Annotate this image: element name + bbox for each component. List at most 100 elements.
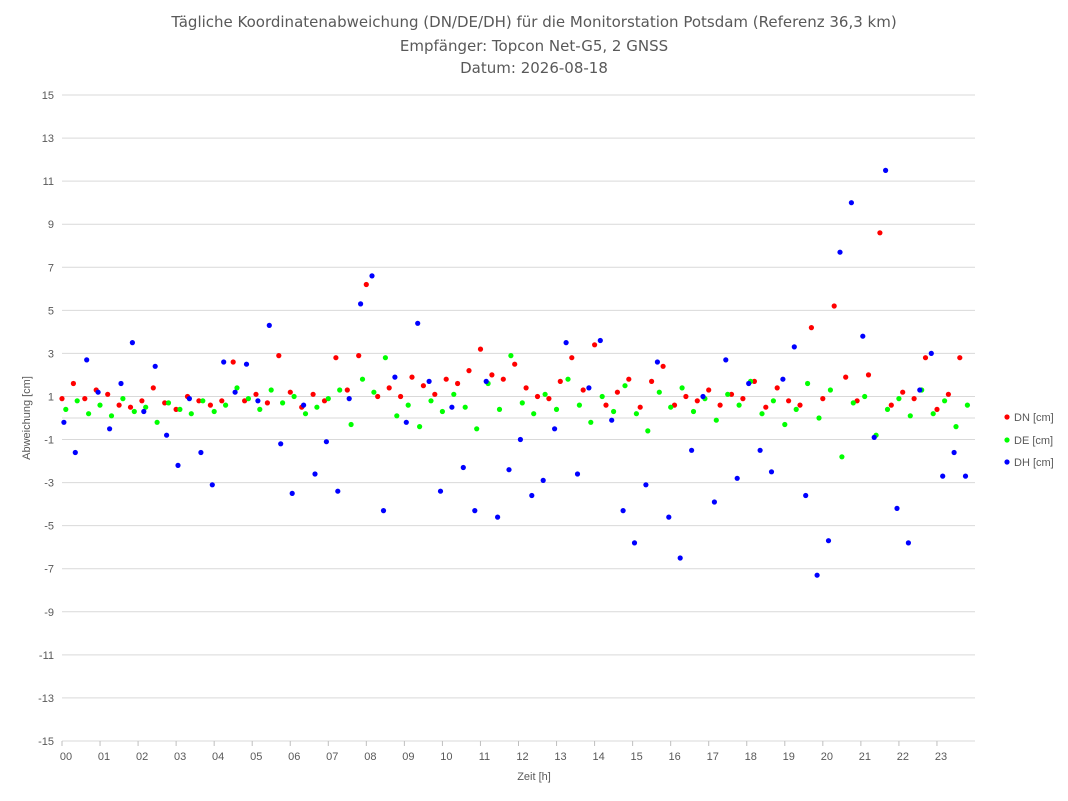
data-point	[940, 473, 946, 479]
data-point	[462, 404, 468, 410]
data-point	[394, 413, 400, 419]
y-axis-title: Abweichung [cm]	[21, 376, 33, 460]
data-point	[348, 421, 354, 428]
data-point	[61, 419, 67, 425]
data-point	[820, 396, 826, 402]
data-point	[740, 396, 746, 402]
x-tick-label: 21	[859, 751, 871, 763]
data-point	[786, 398, 792, 404]
y-tick-label: -9	[44, 607, 54, 619]
data-point	[310, 391, 316, 397]
data-point	[614, 389, 621, 395]
y-tick-label: 7	[48, 262, 54, 274]
data-point	[152, 363, 158, 369]
legend-label-de: DE [cm]	[1014, 435, 1053, 447]
data-point	[321, 398, 328, 404]
data-point	[59, 396, 65, 402]
data-point	[356, 353, 362, 359]
data-point	[358, 301, 364, 307]
y-tick-label: 5	[48, 305, 54, 317]
data-point	[232, 389, 238, 395]
x-axis-title: Zeit [h]	[517, 771, 551, 783]
data-point	[382, 355, 388, 361]
data-point	[439, 408, 445, 415]
data-point	[553, 406, 560, 412]
data-point	[460, 464, 466, 471]
data-point	[633, 411, 640, 417]
data-points	[59, 167, 971, 578]
data-point	[540, 477, 546, 483]
data-point	[713, 417, 719, 423]
data-point	[108, 413, 115, 419]
data-point	[268, 387, 274, 393]
data-point	[706, 387, 712, 393]
y-tick-label: -1	[44, 435, 54, 447]
data-point	[280, 400, 286, 406]
data-point	[860, 333, 866, 339]
data-point	[512, 361, 518, 367]
data-point	[455, 380, 461, 387]
data-point	[242, 398, 248, 404]
legend-item-dn: DN [cm]	[1004, 412, 1054, 424]
data-point	[255, 398, 261, 404]
data-point	[333, 355, 339, 361]
data-point	[107, 426, 113, 432]
data-point	[118, 380, 124, 387]
x-tick-label: 06	[288, 751, 300, 763]
data-point	[580, 387, 586, 393]
data-point	[808, 325, 815, 331]
data-point	[780, 376, 786, 382]
data-point	[517, 436, 524, 443]
data-point	[230, 359, 236, 365]
data-point	[264, 400, 270, 406]
x-tick-label: 14	[592, 751, 604, 763]
data-point	[346, 396, 352, 402]
x-tick-label: 17	[707, 751, 719, 763]
data-point	[574, 471, 581, 477]
data-point	[791, 344, 797, 350]
data-point	[266, 322, 272, 328]
data-point	[506, 467, 512, 473]
data-point	[700, 393, 706, 400]
data-point	[816, 415, 822, 421]
data-point	[945, 391, 952, 397]
data-point	[611, 408, 617, 415]
data-point	[569, 355, 575, 361]
data-point	[278, 441, 284, 447]
data-point	[209, 482, 215, 488]
data-point	[141, 408, 147, 415]
x-tick-label: 01	[98, 751, 110, 763]
data-point	[312, 471, 318, 477]
data-point	[369, 273, 375, 279]
data-point	[129, 340, 135, 346]
data-point	[380, 508, 387, 514]
data-point	[131, 408, 137, 415]
data-point	[344, 387, 350, 393]
legend-label-dn: DN [cm]	[1014, 412, 1054, 424]
title-line-1: Tägliche Koordinatenabweichung (DN/DE/DH…	[170, 13, 896, 31]
data-point	[165, 400, 172, 406]
data-point	[188, 411, 194, 417]
y-tick-label: 3	[48, 348, 54, 360]
data-point	[72, 449, 78, 456]
data-point	[472, 508, 478, 514]
data-point	[907, 413, 913, 419]
y-axis-ticks: 15 13 11 9 7 5 3 1 -1 -3 -5 -7 -9 -11 -13 -15	[38, 90, 54, 748]
data-point	[474, 426, 480, 432]
data-point	[301, 402, 307, 408]
data-point	[592, 342, 598, 348]
x-tick-label: 15	[631, 751, 643, 763]
data-point	[962, 473, 969, 479]
data-point	[831, 303, 837, 309]
x-tick-label: 18	[745, 751, 757, 763]
x-tick-label: 13	[554, 751, 566, 763]
data-point	[900, 389, 906, 395]
data-point	[837, 249, 843, 255]
data-point	[922, 355, 929, 361]
data-point	[432, 391, 438, 397]
data-point	[953, 424, 959, 430]
x-tick-label: 02	[136, 751, 148, 763]
data-point	[763, 404, 769, 410]
data-point	[825, 538, 832, 544]
data-point	[337, 387, 343, 393]
